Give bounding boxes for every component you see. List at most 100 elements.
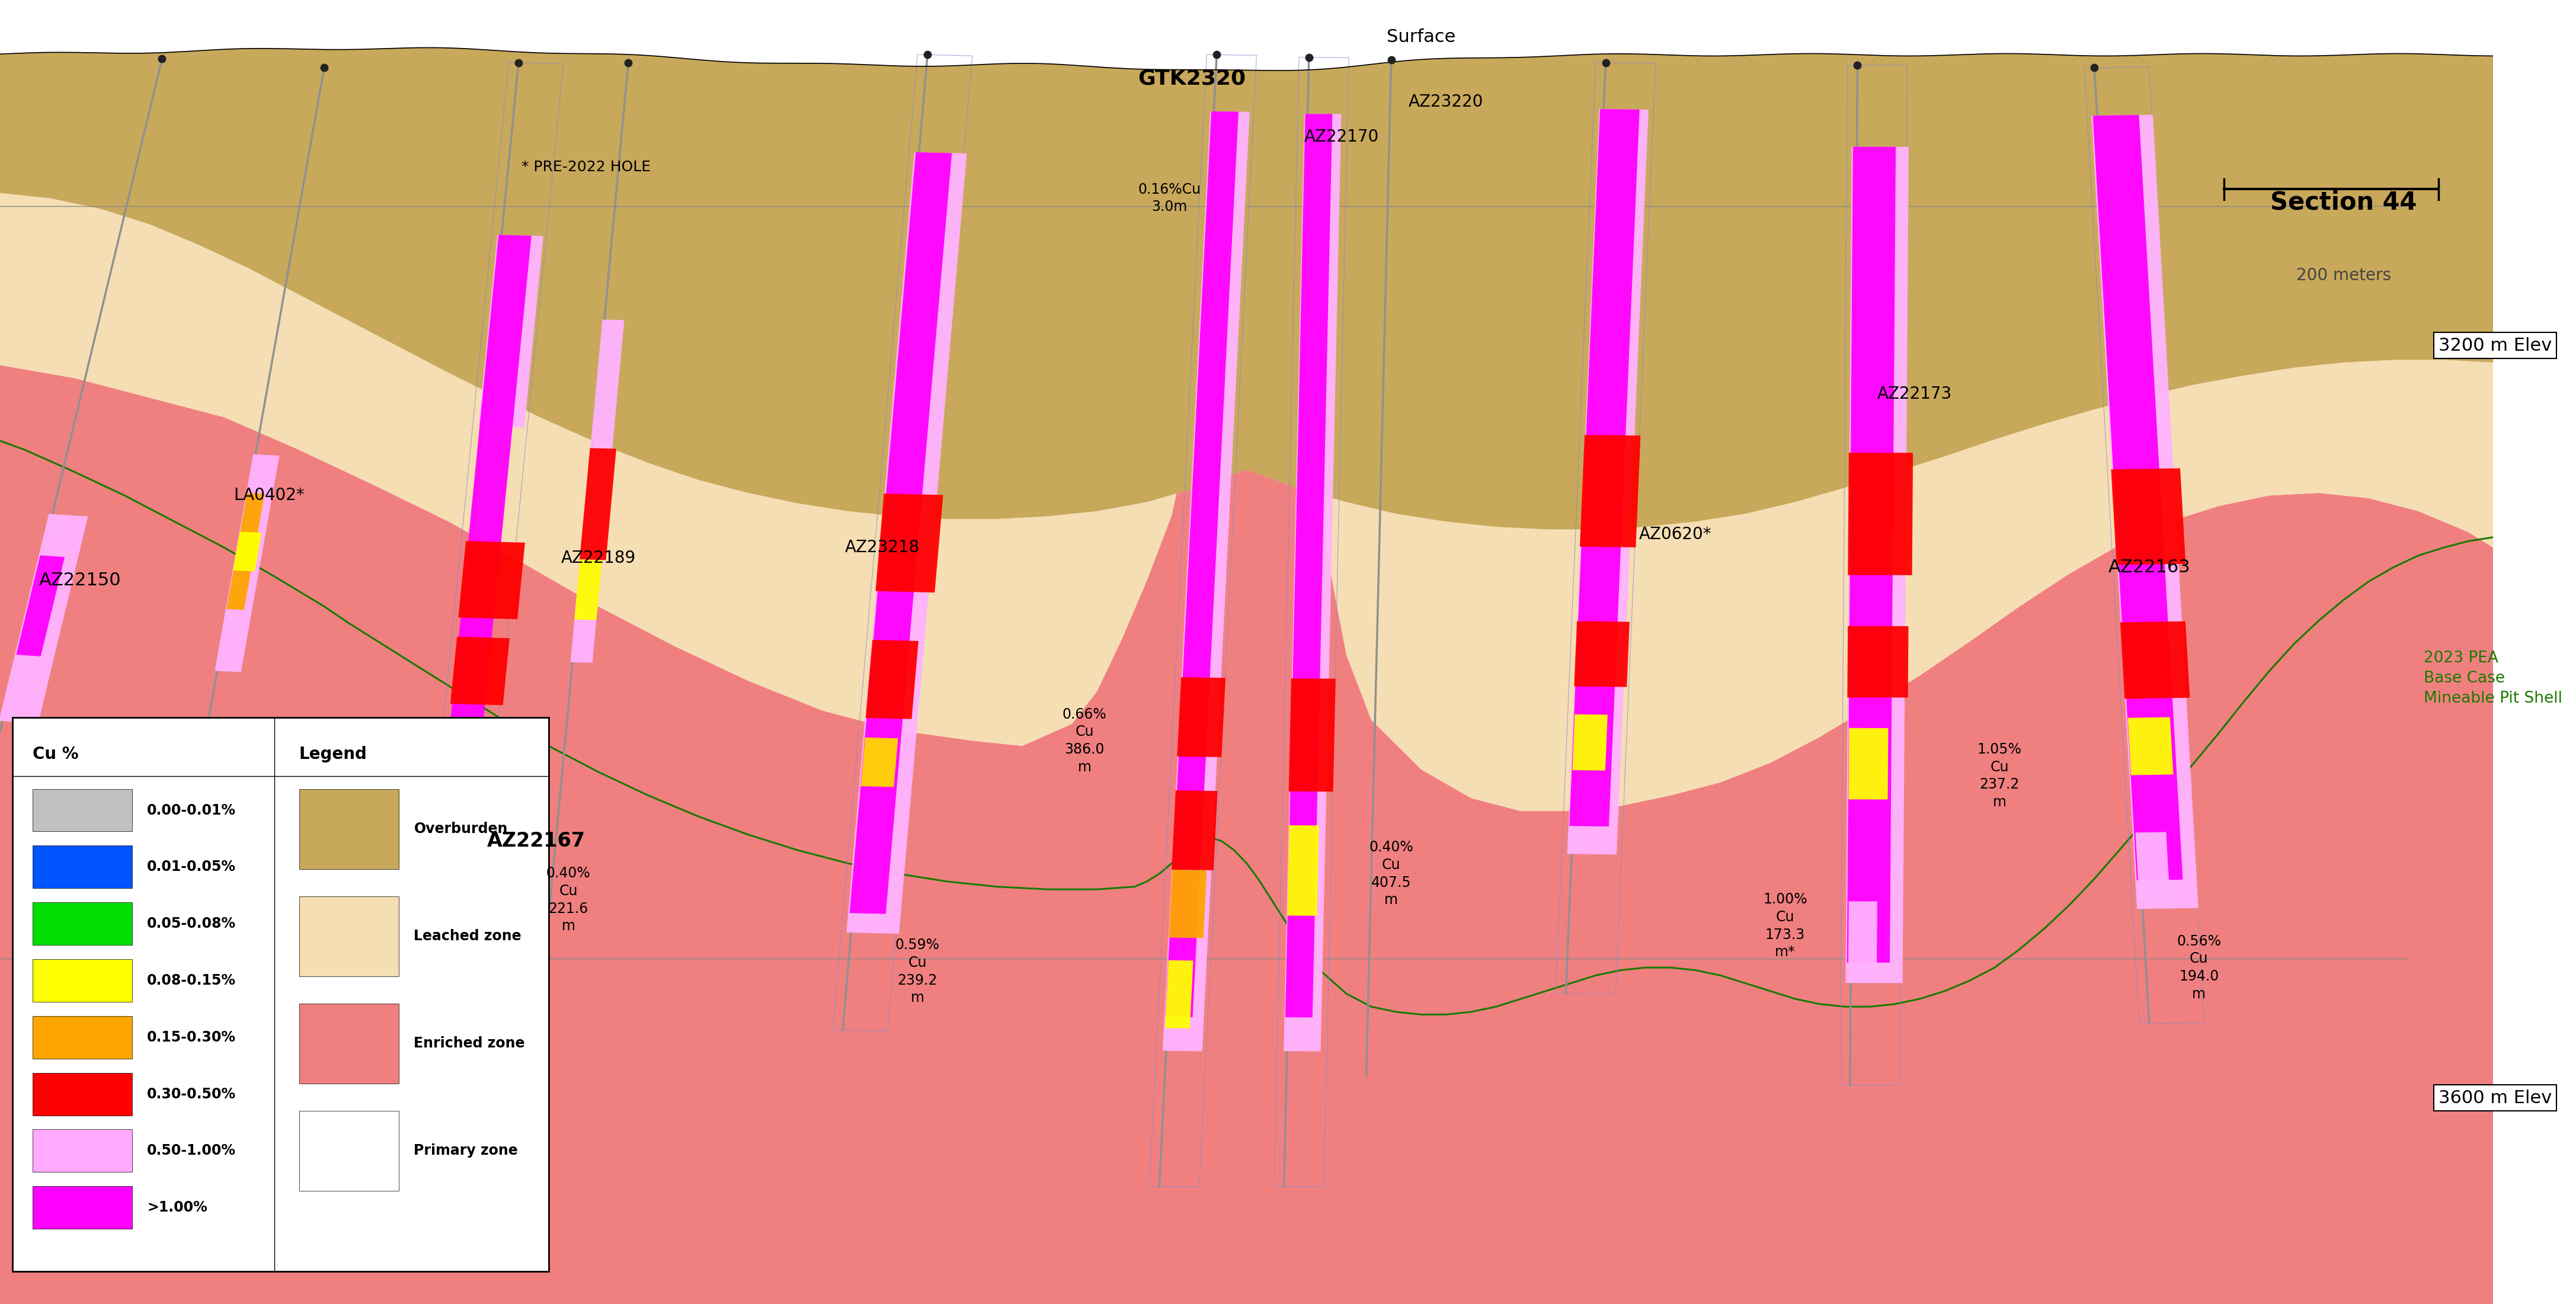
Polygon shape <box>446 733 487 772</box>
Text: 0.56%
Cu
194.0
m: 0.56% Cu 194.0 m <box>2177 934 2221 1001</box>
Polygon shape <box>0 183 2494 1304</box>
Text: AZ22189: AZ22189 <box>562 550 636 566</box>
Polygon shape <box>1566 110 1649 854</box>
Polygon shape <box>1847 452 1914 575</box>
Text: 1.00%
Cu
173.3
m*: 1.00% Cu 173.3 m* <box>1762 892 1808 960</box>
Polygon shape <box>479 235 544 428</box>
Text: Overburden: Overburden <box>415 822 507 836</box>
Text: * PRE-2022 HOLE: * PRE-2022 HOLE <box>520 160 652 173</box>
Polygon shape <box>866 640 920 719</box>
Text: 0.66%
Cu
386.0
m: 0.66% Cu 386.0 m <box>1061 707 1108 775</box>
Polygon shape <box>1574 621 1631 687</box>
Polygon shape <box>435 808 469 867</box>
Text: AZ22173: AZ22173 <box>1878 386 1953 402</box>
Polygon shape <box>232 532 263 571</box>
Text: 0.30-0.50%: 0.30-0.50% <box>147 1088 237 1101</box>
Polygon shape <box>850 153 953 914</box>
FancyBboxPatch shape <box>33 960 131 1001</box>
Text: 0.59%
Cu
239.2
m: 0.59% Cu 239.2 m <box>896 938 940 1005</box>
Text: >1.00%: >1.00% <box>147 1201 209 1214</box>
Text: AZ23220: AZ23220 <box>1409 94 1484 110</box>
Polygon shape <box>1170 870 1206 938</box>
Polygon shape <box>1844 147 1909 983</box>
Polygon shape <box>2120 621 2190 699</box>
Text: AZ22163: AZ22163 <box>2107 558 2190 576</box>
Text: 0.05-0.08%: 0.05-0.08% <box>147 917 237 931</box>
Polygon shape <box>1164 111 1239 1017</box>
Polygon shape <box>0 183 2494 811</box>
Polygon shape <box>876 494 943 592</box>
FancyBboxPatch shape <box>33 1073 131 1115</box>
FancyBboxPatch shape <box>299 1003 399 1084</box>
Text: 0.40%
Cu
407.5
m: 0.40% Cu 407.5 m <box>1368 840 1414 908</box>
Polygon shape <box>1164 960 1193 1029</box>
Polygon shape <box>451 636 510 705</box>
Polygon shape <box>459 541 526 619</box>
Text: Legend: Legend <box>299 746 368 763</box>
Polygon shape <box>214 454 278 672</box>
FancyBboxPatch shape <box>33 789 131 832</box>
FancyBboxPatch shape <box>33 1129 131 1172</box>
FancyBboxPatch shape <box>13 717 549 1271</box>
Polygon shape <box>1847 147 1896 962</box>
Text: AZ23218: AZ23218 <box>845 540 920 556</box>
Text: Surface: Surface <box>1386 29 1455 46</box>
Text: 0.08-0.15%: 0.08-0.15% <box>147 973 237 987</box>
Text: GTK2320: GTK2320 <box>1139 68 1247 89</box>
Polygon shape <box>1283 113 1342 1051</box>
Text: 200 meters: 200 meters <box>2295 267 2391 284</box>
Text: 1.05%
Cu
237.2
m: 1.05% Cu 237.2 m <box>1978 742 2022 810</box>
Polygon shape <box>1571 715 1607 771</box>
Polygon shape <box>227 493 265 610</box>
Polygon shape <box>860 738 899 788</box>
Text: Primary zone: Primary zone <box>415 1144 518 1158</box>
Text: 0.15-0.30%: 0.15-0.30% <box>147 1030 237 1045</box>
Text: 0.00-0.01%: 0.00-0.01% <box>147 803 237 818</box>
FancyBboxPatch shape <box>33 902 131 945</box>
Text: LA0402*: LA0402* <box>234 488 304 503</box>
FancyBboxPatch shape <box>299 896 399 977</box>
Polygon shape <box>433 235 531 906</box>
Text: Leached zone: Leached zone <box>415 930 520 944</box>
Polygon shape <box>569 319 623 662</box>
FancyBboxPatch shape <box>299 1111 399 1191</box>
Polygon shape <box>1285 113 1332 1017</box>
FancyBboxPatch shape <box>299 789 399 870</box>
FancyBboxPatch shape <box>33 1016 131 1059</box>
Polygon shape <box>1162 111 1249 1051</box>
Polygon shape <box>1288 825 1319 915</box>
Text: 0.40%
Cu
221.6
m: 0.40% Cu 221.6 m <box>546 866 590 934</box>
Text: AZ0620*: AZ0620* <box>1638 527 1710 542</box>
Polygon shape <box>1569 110 1638 827</box>
Text: Cu %: Cu % <box>33 746 77 763</box>
Text: AZ22167: AZ22167 <box>487 832 585 850</box>
FancyBboxPatch shape <box>33 846 131 888</box>
Polygon shape <box>574 559 603 619</box>
Polygon shape <box>1288 678 1334 792</box>
Polygon shape <box>2136 832 2169 900</box>
Polygon shape <box>2092 115 2182 880</box>
Polygon shape <box>0 0 2494 1304</box>
Polygon shape <box>2092 115 2197 909</box>
Text: AZ22170: AZ22170 <box>1303 129 1378 145</box>
FancyBboxPatch shape <box>33 1187 131 1228</box>
Polygon shape <box>1172 790 1218 870</box>
Polygon shape <box>1847 626 1909 698</box>
Text: Section 44: Section 44 <box>2269 189 2416 215</box>
Polygon shape <box>1177 677 1226 758</box>
Text: 0.50-1.00%: 0.50-1.00% <box>147 1144 237 1158</box>
Text: AZ22150: AZ22150 <box>39 571 121 589</box>
Polygon shape <box>2128 717 2174 775</box>
Text: 3600 m Elev: 3600 m Elev <box>2439 1089 2553 1107</box>
Polygon shape <box>0 48 2494 529</box>
Text: 0.01-0.05%: 0.01-0.05% <box>147 859 237 874</box>
Polygon shape <box>15 556 64 656</box>
Polygon shape <box>1850 728 1888 799</box>
Text: Enriched zone: Enriched zone <box>415 1037 526 1051</box>
Polygon shape <box>1579 436 1641 548</box>
Polygon shape <box>2112 468 2184 565</box>
Polygon shape <box>1847 901 1878 983</box>
Polygon shape <box>580 449 616 561</box>
Text: 3200 m Elev: 3200 m Elev <box>2439 336 2553 355</box>
Polygon shape <box>0 514 88 724</box>
